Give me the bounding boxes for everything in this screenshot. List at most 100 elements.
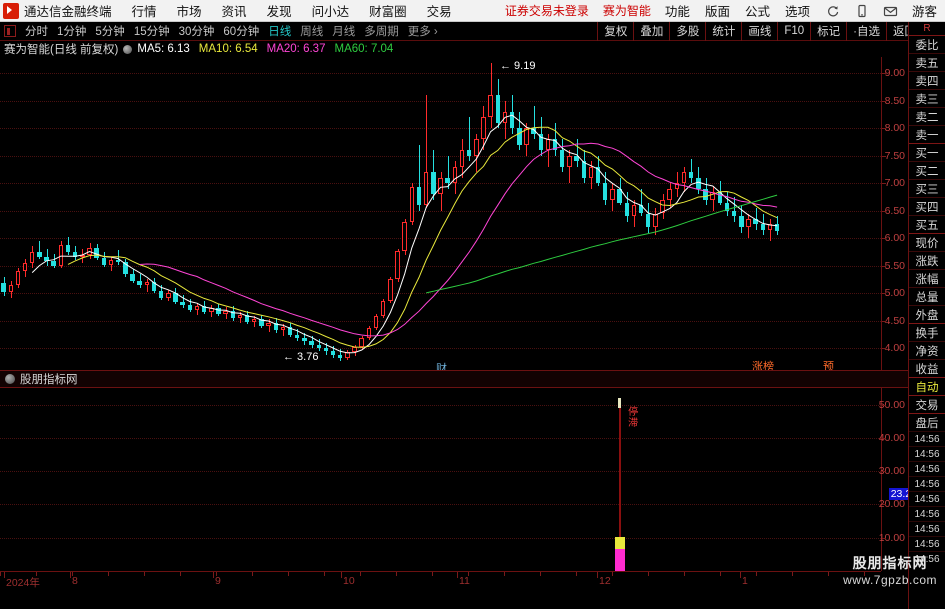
menu-item-wealth-circle[interactable]: 财富圈: [369, 5, 407, 19]
candle-body: [517, 128, 522, 145]
tab-monthly[interactable]: 月线: [332, 26, 356, 38]
sidebar-trade-time[interactable]: 14:56: [909, 446, 945, 461]
sidebar-trade-time[interactable]: 14:56: [909, 491, 945, 506]
sidebar-row-label-left: 委: [915, 39, 928, 52]
time-axis-minor-tick: [252, 572, 253, 576]
menu-item-trade[interactable]: 交易: [426, 5, 452, 19]
sidebar-quote-row[interactable]: 换手: [909, 323, 945, 341]
button-drawing[interactable]: 画线: [741, 21, 777, 41]
sidebar-time-rows: 14:56 14:56 14:56 14:56 14:56 14:56 14:56 14:56…: [909, 431, 945, 566]
candle-body: [710, 191, 715, 200]
mail-icon[interactable]: [883, 3, 899, 19]
menu-item-function[interactable]: 功能: [664, 5, 690, 19]
sidebar-trade-time[interactable]: 14:56: [909, 551, 945, 566]
tab-60min[interactable]: 60分钟: [223, 26, 260, 38]
sidebar-quote-row[interactable]: 净资: [909, 341, 945, 359]
panel-toggle-icon[interactable]: [4, 25, 16, 37]
sidebar-quote-row[interactable]: 卖三: [909, 89, 945, 107]
sidebar-trade-time[interactable]: 14:56: [909, 536, 945, 551]
menu-bar-right-group: 证券交易未登录 赛为智能 功能 版面 公式 选项 游客: [505, 1, 945, 20]
button-statistics[interactable]: 统计: [705, 21, 741, 41]
sidebar-quote-row[interactable]: 买二: [909, 161, 945, 179]
order-book-sidebar[interactable]: R 委比卖五卖四卖三卖二卖一买一买二买三买四买五现价涨跌涨幅总量外盘换手净资收益…: [908, 22, 945, 609]
tab-5min[interactable]: 5分钟: [95, 26, 125, 38]
tab-30min[interactable]: 30分钟: [178, 26, 215, 38]
tab-weekly[interactable]: 周线: [300, 26, 324, 38]
sidebar-quote-row[interactable]: 卖一: [909, 125, 945, 143]
sidebar-trade-time[interactable]: 14:56: [909, 431, 945, 446]
tab-daily[interactable]: 日线: [268, 26, 292, 38]
tab-1min[interactable]: 1分钟: [57, 26, 87, 38]
sidebar-quote-row[interactable]: 买四: [909, 197, 945, 215]
menu-item-layout[interactable]: 版面: [704, 5, 730, 19]
menu-item-formula[interactable]: 公式: [744, 5, 770, 19]
candle-body: [1, 283, 6, 293]
indicator-axis-label: 50.00: [878, 398, 905, 411]
time-axis-label: 9: [215, 575, 221, 587]
sidebar-trade-time[interactable]: 14:56: [909, 506, 945, 521]
sidebar-quote-row[interactable]: 收益: [909, 359, 945, 377]
sidebar-quote-row[interactable]: 买一: [909, 143, 945, 161]
time-axis-minor-tick: [720, 572, 721, 576]
button-add-watchlist[interactable]: ·自选: [846, 21, 886, 41]
menu-item-discover[interactable]: 发现: [266, 5, 292, 19]
menu-item-options[interactable]: 选项: [784, 5, 810, 19]
sidebar-quote-row[interactable]: 卖二: [909, 107, 945, 125]
candle-body: [409, 186, 415, 222]
axis-tick: [882, 183, 886, 185]
phone-icon[interactable]: [854, 3, 870, 19]
candle-body: [201, 306, 207, 312]
candle-body: [581, 161, 586, 178]
candle-body: [495, 95, 501, 123]
sidebar-quote-row[interactable]: 买三: [909, 179, 945, 197]
sidebar-quote-row[interactable]: 涨幅: [909, 269, 945, 287]
current-stock-shortcut[interactable]: 赛为智能: [602, 4, 651, 18]
price-axis-label: 8.50: [884, 94, 905, 107]
price-chart-panel[interactable]: ← 9.19 ← 3.76: [0, 57, 881, 370]
indicator-bar-yellow: [614, 537, 625, 549]
grid-line: [0, 437, 881, 439]
candle-body: [681, 172, 687, 184]
sidebar-quote-row[interactable]: 涨跌: [909, 251, 945, 269]
button-f10[interactable]: F10: [777, 21, 810, 41]
candle-body: [223, 310, 228, 314]
refresh-icon[interactable]: [825, 3, 841, 19]
axis-tick: [882, 100, 886, 102]
sidebar-quote-row[interactable]: 现价: [909, 233, 945, 251]
chart-marker-label[interactable]: 财: [436, 363, 447, 375]
sidebar-quote-row[interactable]: 委比: [909, 35, 945, 53]
button-multi-stock[interactable]: 多股: [669, 21, 705, 41]
menu-item-assistant[interactable]: 问小达: [311, 5, 350, 19]
time-axis-minor-tick: [504, 572, 505, 576]
sidebar-trade-time[interactable]: 14:56: [909, 476, 945, 491]
sidebar-row-label-left: 卖: [915, 129, 928, 142]
sidebar-quote-row[interactable]: 卖五: [909, 53, 945, 71]
sidebar-quote-row[interactable]: 买五: [909, 215, 945, 233]
tab-intraday[interactable]: 分时: [25, 26, 48, 38]
chart-marker-label[interactable]: 预: [823, 361, 834, 373]
menu-item-quotes[interactable]: 行情: [131, 5, 157, 19]
sphere-icon: [123, 44, 133, 54]
tab-multi-period[interactable]: 多周期: [364, 26, 399, 38]
indicator-chart-panel[interactable]: 停滞: [0, 388, 881, 571]
menu-item-market[interactable]: 市场: [176, 5, 202, 19]
tab-15min[interactable]: 15分钟: [133, 26, 170, 38]
button-overlay[interactable]: 叠加: [633, 21, 669, 41]
login-status-text[interactable]: 证券交易未登录: [504, 4, 589, 18]
candle-body: [624, 202, 629, 217]
button-adjust-price[interactable]: 复权: [597, 21, 633, 41]
candle-wick: [39, 240, 40, 260]
sidebar-quote-row[interactable]: 外盘: [909, 305, 945, 323]
sidebar-action-auto[interactable]: 自动: [909, 377, 945, 395]
sidebar-quote-row[interactable]: 卖四: [909, 71, 945, 89]
sidebar-action-row[interactable]: 交易: [909, 395, 945, 413]
user-guest-label[interactable]: 游客: [911, 5, 937, 19]
sidebar-action-row[interactable]: 盘后: [909, 413, 945, 431]
tab-more[interactable]: 更多 ›: [407, 26, 438, 38]
sidebar-trade-time[interactable]: 14:56: [909, 521, 945, 536]
candle-body: [466, 150, 472, 156]
sidebar-trade-time[interactable]: 14:56: [909, 461, 945, 476]
sidebar-quote-row[interactable]: 总量: [909, 287, 945, 305]
button-mark[interactable]: 标记: [810, 21, 846, 41]
menu-item-news[interactable]: 资讯: [221, 5, 247, 19]
